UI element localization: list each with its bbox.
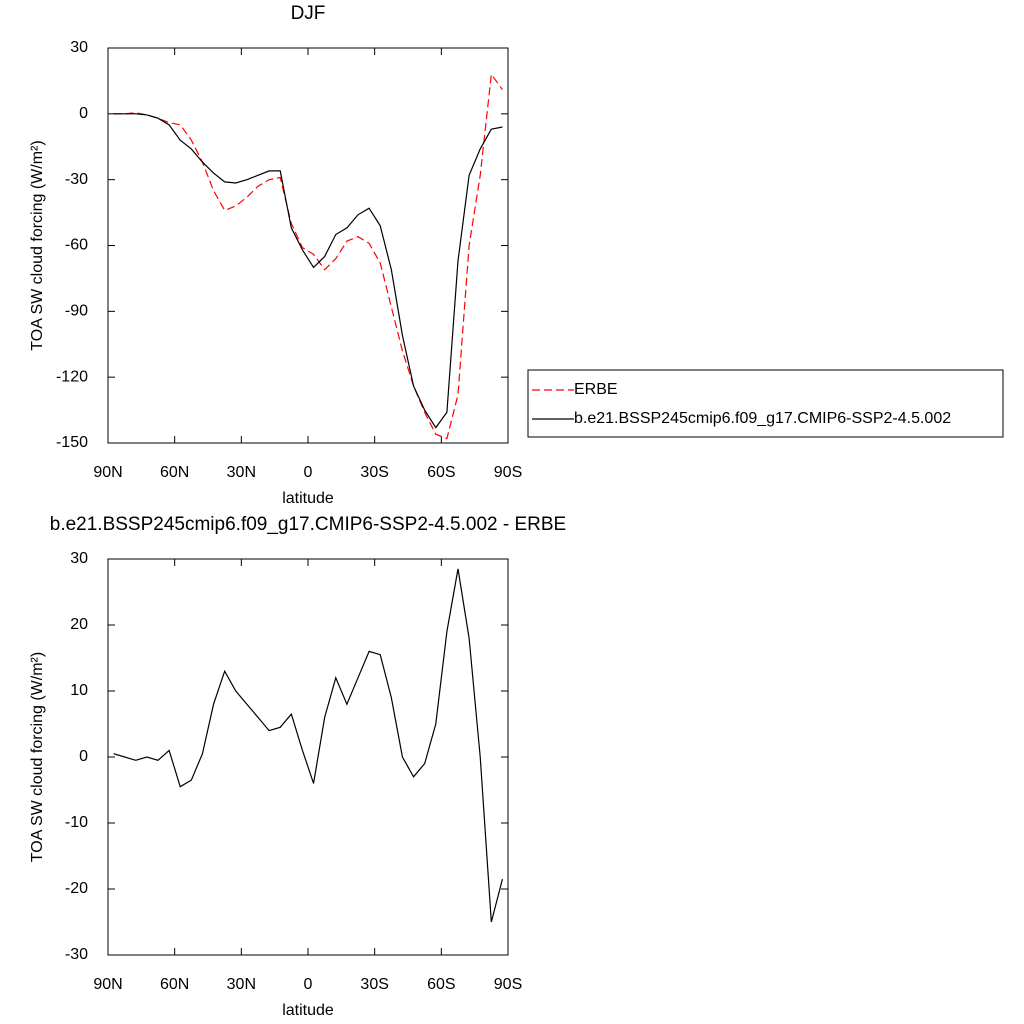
y-axis-label: TOA SW cloud forcing (W/m²) <box>29 652 46 862</box>
y-tick-label: 20 <box>70 616 88 633</box>
x-tick-label: 90N <box>93 464 122 481</box>
y-tick-label: 30 <box>70 550 88 567</box>
chart-title: DJF <box>291 3 326 24</box>
legend-label: ERBE <box>574 381 618 398</box>
legend-box <box>527 369 1004 438</box>
x-axis-label: latitude <box>282 1002 334 1019</box>
x-tick-label: 60N <box>160 464 189 481</box>
y-tick-label: 0 <box>79 105 88 122</box>
y-tick-label: -90 <box>65 303 88 320</box>
x-tick-label: 60N <box>160 976 189 993</box>
chart-title: b.e21.BSSP245cmip6.f09_g17.CMIP6-SSP2-4.… <box>50 514 566 535</box>
x-tick-label: 90S <box>494 976 522 993</box>
y-tick-label: -120 <box>56 368 88 385</box>
x-tick-label: 60S <box>427 976 455 993</box>
y-tick-label: -60 <box>65 237 88 254</box>
y-axis-label: TOA SW cloud forcing (W/m²) <box>29 140 46 350</box>
x-tick-label: 30N <box>227 976 256 993</box>
y-tick-label: 10 <box>70 682 88 699</box>
y-tick-label: 0 <box>79 748 88 765</box>
y-tick-label: -150 <box>56 434 88 451</box>
data-line <box>113 113 503 429</box>
data-line <box>113 568 504 923</box>
x-tick-label: 30N <box>227 464 256 481</box>
y-tick-label: -10 <box>65 814 88 831</box>
plot-frame <box>107 47 509 444</box>
y-tick-label: -20 <box>65 880 88 897</box>
x-axis-label: latitude <box>282 490 334 507</box>
x-tick-label: 60S <box>427 464 455 481</box>
legend-label: b.e21.BSSP245cmip6.f09_g17.CMIP6-SSP2-4.… <box>574 410 951 427</box>
plot-frame <box>107 558 509 956</box>
x-tick-label: 0 <box>304 464 313 481</box>
data-line <box>113 72 503 440</box>
y-tick-label: -30 <box>65 946 88 963</box>
x-tick-label: 30S <box>360 464 388 481</box>
y-tick-label: 30 <box>70 39 88 56</box>
x-tick-label: 90N <box>93 976 122 993</box>
y-tick-label: -30 <box>65 171 88 188</box>
x-tick-label: 90S <box>494 464 522 481</box>
x-tick-label: 0 <box>304 976 313 993</box>
x-tick-label: 30S <box>360 976 388 993</box>
